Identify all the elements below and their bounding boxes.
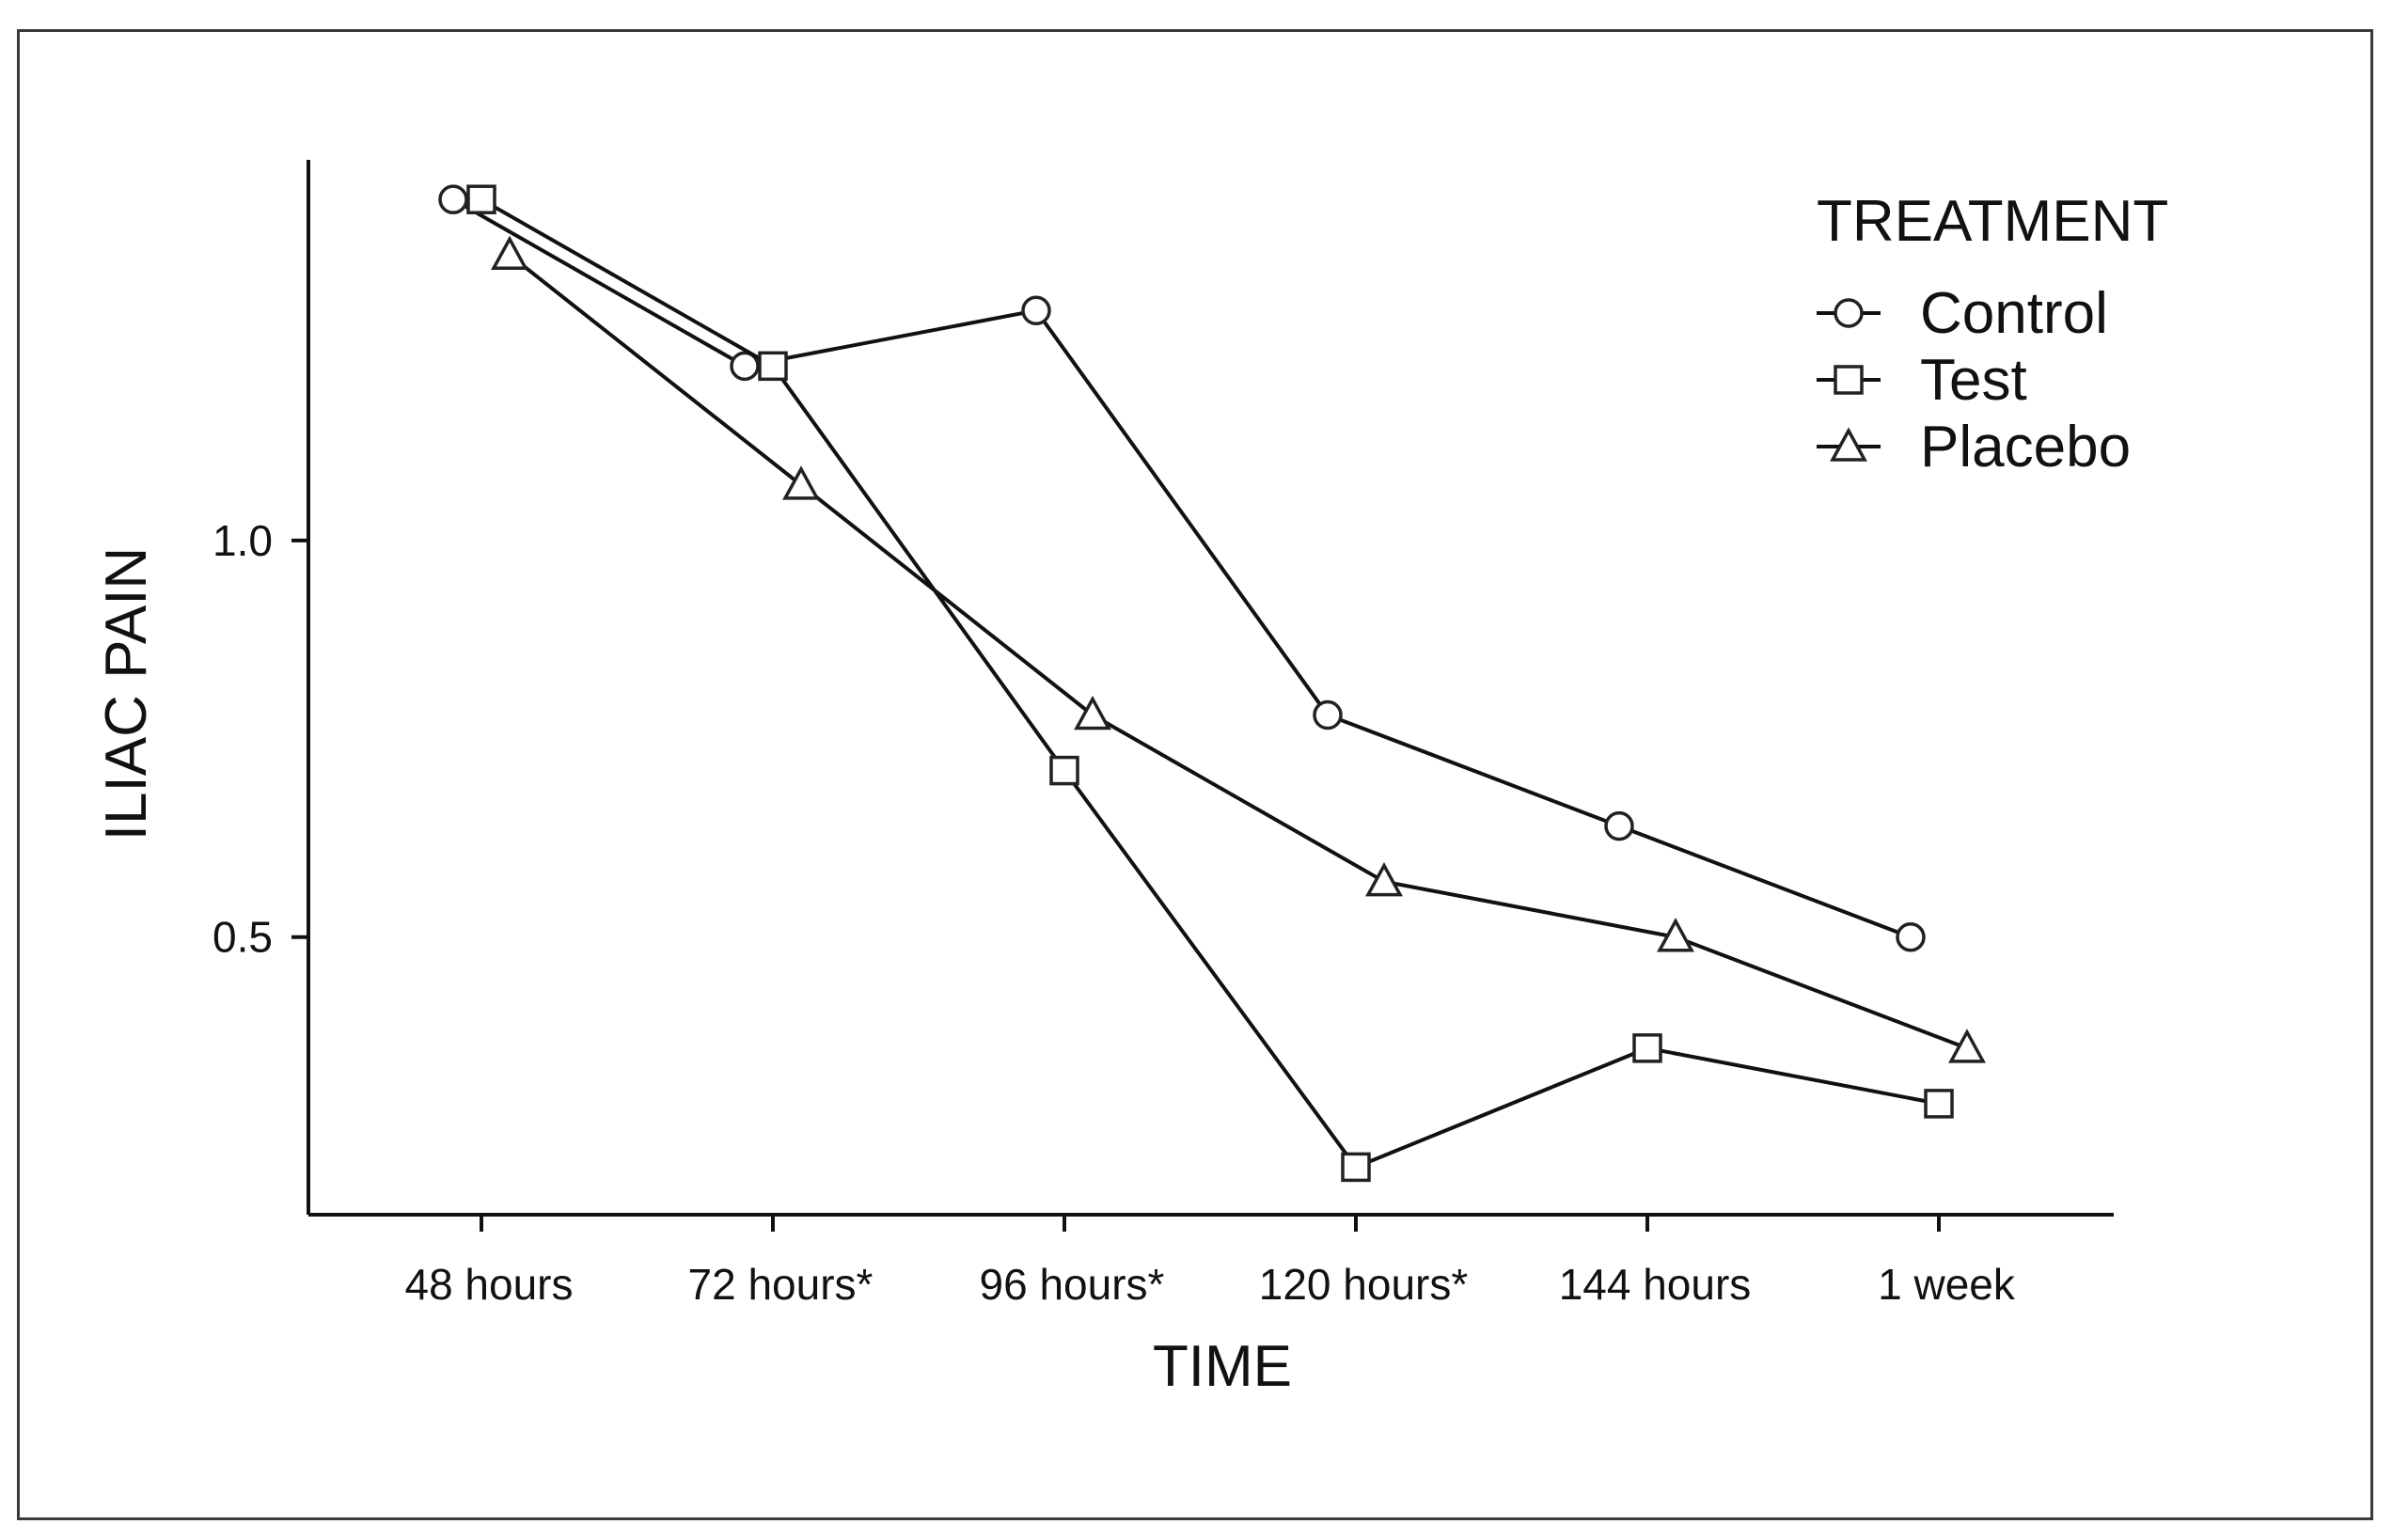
legend-item-control: Control	[1817, 281, 2108, 346]
data-point-placebo	[1657, 918, 1694, 952]
data-point-test	[466, 184, 496, 214]
legend-marker-circle	[1834, 298, 1864, 328]
x-tick-label: 48 hours	[404, 1260, 573, 1309]
x-tick-label: 120 hours*	[1259, 1260, 1469, 1309]
data-point-control	[1604, 810, 1634, 841]
x-ticks: 48 hours 72 hours* 96 hours* 120 hours* 144 …	[404, 1215, 2016, 1309]
legend-label: Control	[1920, 281, 2108, 346]
y-ticks: 0.5 1.0	[213, 516, 308, 962]
data-point-placebo	[1365, 862, 1403, 897]
legend-marker-triangle	[1830, 427, 1867, 462]
legend-title: TREATMENT	[1817, 189, 2168, 254]
series-line-control	[452, 197, 1912, 939]
data-point-test	[1341, 1152, 1371, 1183]
y-tick-label: 0.5	[213, 913, 273, 962]
data-point-control	[1896, 921, 1926, 952]
data-point-placebo	[1948, 1029, 1986, 1063]
data-point-test	[1632, 1033, 1662, 1063]
legend-marker-square	[1834, 365, 1864, 395]
series-control	[438, 184, 1926, 952]
series-line-test	[480, 197, 1940, 1170]
data-point-control	[1313, 699, 1343, 731]
data-point-control	[438, 184, 468, 214]
x-tick-label: 1 week	[1878, 1260, 2016, 1309]
y-tick-label: 1.0	[213, 516, 273, 565]
legend-item-test: Test	[1817, 348, 2027, 413]
data-point-test	[1924, 1089, 1954, 1119]
legend-label: Test	[1920, 348, 2027, 413]
data-point-control	[1021, 295, 1051, 326]
data-point-placebo	[1074, 695, 1111, 731]
axes	[307, 160, 2114, 1217]
data-point-test	[1049, 755, 1079, 786]
legend-item-placebo: Placebo	[1817, 415, 2131, 479]
data-point-placebo	[491, 235, 528, 270]
series-test	[466, 184, 1954, 1183]
x-tick-label: 72 hours*	[688, 1260, 874, 1309]
series-placebo	[491, 235, 1986, 1063]
data-point-test	[758, 351, 788, 382]
legend-label: Placebo	[1920, 415, 2131, 479]
data-point-control	[730, 351, 760, 382]
series-layer	[438, 184, 1986, 1183]
x-axis-title: TIME	[1153, 1334, 1292, 1399]
y-axis-title: ILIAC PAIN	[94, 547, 159, 841]
series-line-placebo	[508, 253, 1968, 1050]
x-tick-label: 144 hours	[1559, 1260, 1752, 1309]
data-point-placebo	[782, 465, 820, 500]
x-tick-label: 96 hours*	[980, 1260, 1165, 1309]
